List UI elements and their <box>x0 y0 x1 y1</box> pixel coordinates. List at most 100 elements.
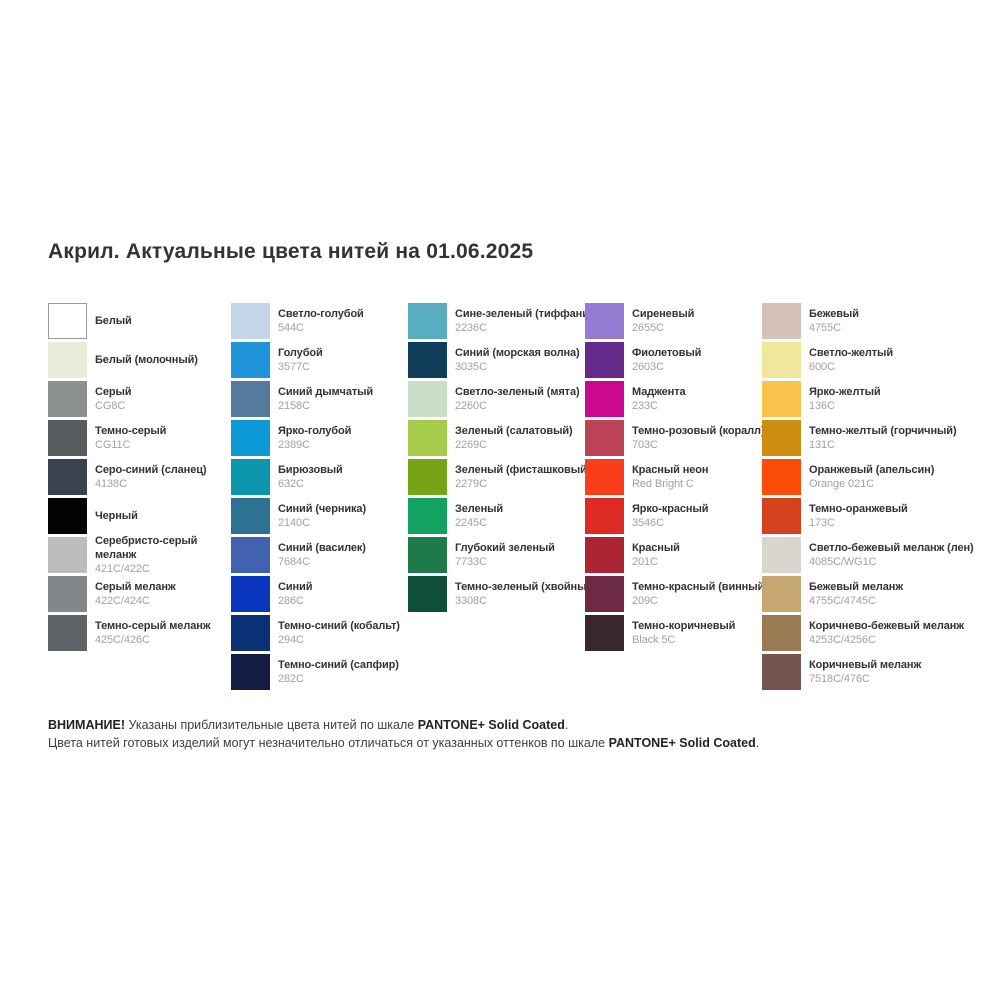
color-swatch <box>762 537 801 573</box>
color-row: Коричнево-бежевый меланж 4253C/4256C <box>762 615 974 651</box>
color-label: Синий (василек) 7684C <box>278 541 366 569</box>
color-swatch <box>231 420 270 456</box>
color-label: Темно-красный (винный) 209C <box>632 580 768 608</box>
color-code: 3546C <box>632 517 664 529</box>
color-swatch <box>408 381 447 417</box>
color-label: Сине-зеленый (тиффани) 2236C <box>455 307 593 335</box>
color-code: 209C <box>632 595 658 607</box>
color-name: Оранжевый (апельсин) <box>809 464 935 476</box>
color-swatch <box>408 459 447 495</box>
color-row: Фиолетовый 2603C <box>585 342 768 378</box>
color-label: Ярко-голубой 2389C <box>278 424 351 452</box>
color-label: Серо-синий (сланец) 4138C <box>95 463 207 491</box>
color-row: Темно-коричневый Black 5C <box>585 615 768 651</box>
color-label: Синий (морская волна) 3035C <box>455 346 580 374</box>
color-code: 294C <box>278 634 304 646</box>
color-label: Темно-желтый (горчичный) 131C <box>809 424 957 452</box>
page-title: Акрил. Актуальные цвета нитей на 01.06.2… <box>48 240 534 263</box>
color-label: Коричневый меланж 7518C/476C <box>809 658 921 686</box>
color-label: Зеленый (салатовый) 2269C <box>455 424 573 452</box>
color-name: Глубокий зеленый <box>455 542 555 554</box>
color-name: Сине-зеленый (тиффани) <box>455 308 593 320</box>
color-column-2: Светло-голубой 544C Голубой 3577C Синий … <box>231 303 400 690</box>
color-code: 703C <box>632 439 658 451</box>
color-code: Orange 021C <box>809 478 874 490</box>
color-name: Синий <box>278 581 313 593</box>
color-name: Серый <box>95 386 132 398</box>
color-swatch <box>762 303 801 339</box>
color-swatch <box>585 537 624 573</box>
color-code: 2279C <box>455 478 487 490</box>
color-label: Темно-розовый (коралл) 703C <box>632 424 765 452</box>
color-code: 4253C/4256C <box>809 634 876 646</box>
color-name: Темно-коричневый <box>632 620 736 632</box>
color-row: Темно-оранжевый 173C <box>762 498 974 534</box>
color-name: Темно-синий (кобальт) <box>278 620 400 632</box>
color-row: Оранжевый (апельсин) Orange 021C <box>762 459 974 495</box>
color-label: Красный неон Red Bright C <box>632 463 709 491</box>
color-code: CG8C <box>95 400 126 412</box>
color-row: Маджента 233C <box>585 381 768 417</box>
color-code: 131C <box>809 439 835 451</box>
color-label: Серый CG8C <box>95 385 132 413</box>
color-row: Бежевый меланж 4755C/4745C <box>762 576 974 612</box>
color-name: Бежевый меланж <box>809 581 904 593</box>
color-name: Темно-серый <box>95 425 167 437</box>
color-name: Синий (черника) <box>278 503 367 515</box>
color-swatch <box>585 459 624 495</box>
color-row: Темно-розовый (коралл) 703C <box>585 420 768 456</box>
color-code: 2140C <box>278 517 310 529</box>
color-row: Бирюзовый 632C <box>231 459 400 495</box>
color-row: Темно-серый меланж 425C/426C <box>48 615 211 651</box>
color-label: Оранжевый (апельсин) Orange 021C <box>809 463 934 491</box>
color-row: Ярко-голубой 2389C <box>231 420 400 456</box>
color-code: 3577C <box>278 361 310 373</box>
color-code: 136C <box>809 400 835 412</box>
color-row: Черный <box>48 498 210 534</box>
color-code: 2260C <box>455 400 487 412</box>
color-code: 2158C <box>278 400 310 412</box>
color-row: Синий 286C <box>231 576 400 612</box>
color-name: Красный <box>632 542 680 554</box>
color-label: Синий (черника) 2140C <box>278 502 366 530</box>
color-row: Белый (молочный) <box>48 342 210 378</box>
color-swatch <box>231 576 270 612</box>
color-code: 2245C <box>455 517 487 529</box>
color-label: Серебристо-серый меланж 421C/422C <box>95 534 197 576</box>
color-swatch <box>585 498 624 534</box>
color-name: Темно-синий (сапфир) <box>278 659 399 671</box>
footer-text: Цвета нитей готовых изделий могут незнач… <box>48 736 609 750</box>
color-name: Темно-серый меланж <box>95 620 211 632</box>
color-label: Светло-желтый 600C <box>809 346 893 374</box>
color-name: Зеленый (фисташковый) <box>455 464 591 476</box>
color-name: Красный неон <box>632 464 709 476</box>
color-row: Темно-серый CG11C <box>48 420 210 456</box>
color-label: Темно-синий (сапфир) 282C <box>278 658 399 686</box>
footer-bold-text: PANTONE+ Solid Coated <box>608 736 756 750</box>
color-row: Темно-синий (кобальт) 294C <box>231 615 400 651</box>
color-swatch <box>48 420 87 456</box>
color-label: Зеленый 2245C <box>455 502 503 530</box>
color-name: Ярко-голубой <box>278 425 352 437</box>
color-name: Черный <box>95 510 138 522</box>
color-label: Синий дымчатый 2158C <box>278 385 373 413</box>
color-row: Зеленый (салатовый) 2269C <box>408 420 597 456</box>
color-code: 421C/422C <box>95 563 150 575</box>
color-row: Темно-желтый (горчичный) 131C <box>762 420 974 456</box>
color-code: 425C/426C <box>95 634 150 646</box>
color-name: Коричневый меланж <box>809 659 922 671</box>
color-name: Светло-бежевый меланж (лен) <box>809 542 974 554</box>
color-column-1: Белый Белый (молочный) Серый CG8C Темно-… <box>48 303 211 651</box>
color-label: Сиреневый 2655C <box>632 307 694 335</box>
color-name: Зеленый (салатовый) <box>455 425 573 437</box>
color-code: 4755C <box>809 322 841 334</box>
color-row: Сине-зеленый (тиффани) 2236C <box>408 303 597 339</box>
color-code: 173C <box>809 517 835 529</box>
color-label: Бежевый меланж 4755C/4745C <box>809 580 903 608</box>
color-row: Коричневый меланж 7518C/476C <box>762 654 974 690</box>
color-swatch <box>231 342 270 378</box>
color-swatch <box>48 498 87 534</box>
color-column-4: Сиреневый 2655C Фиолетовый 2603C Маджент… <box>585 303 768 651</box>
color-label: Белый <box>95 314 132 328</box>
